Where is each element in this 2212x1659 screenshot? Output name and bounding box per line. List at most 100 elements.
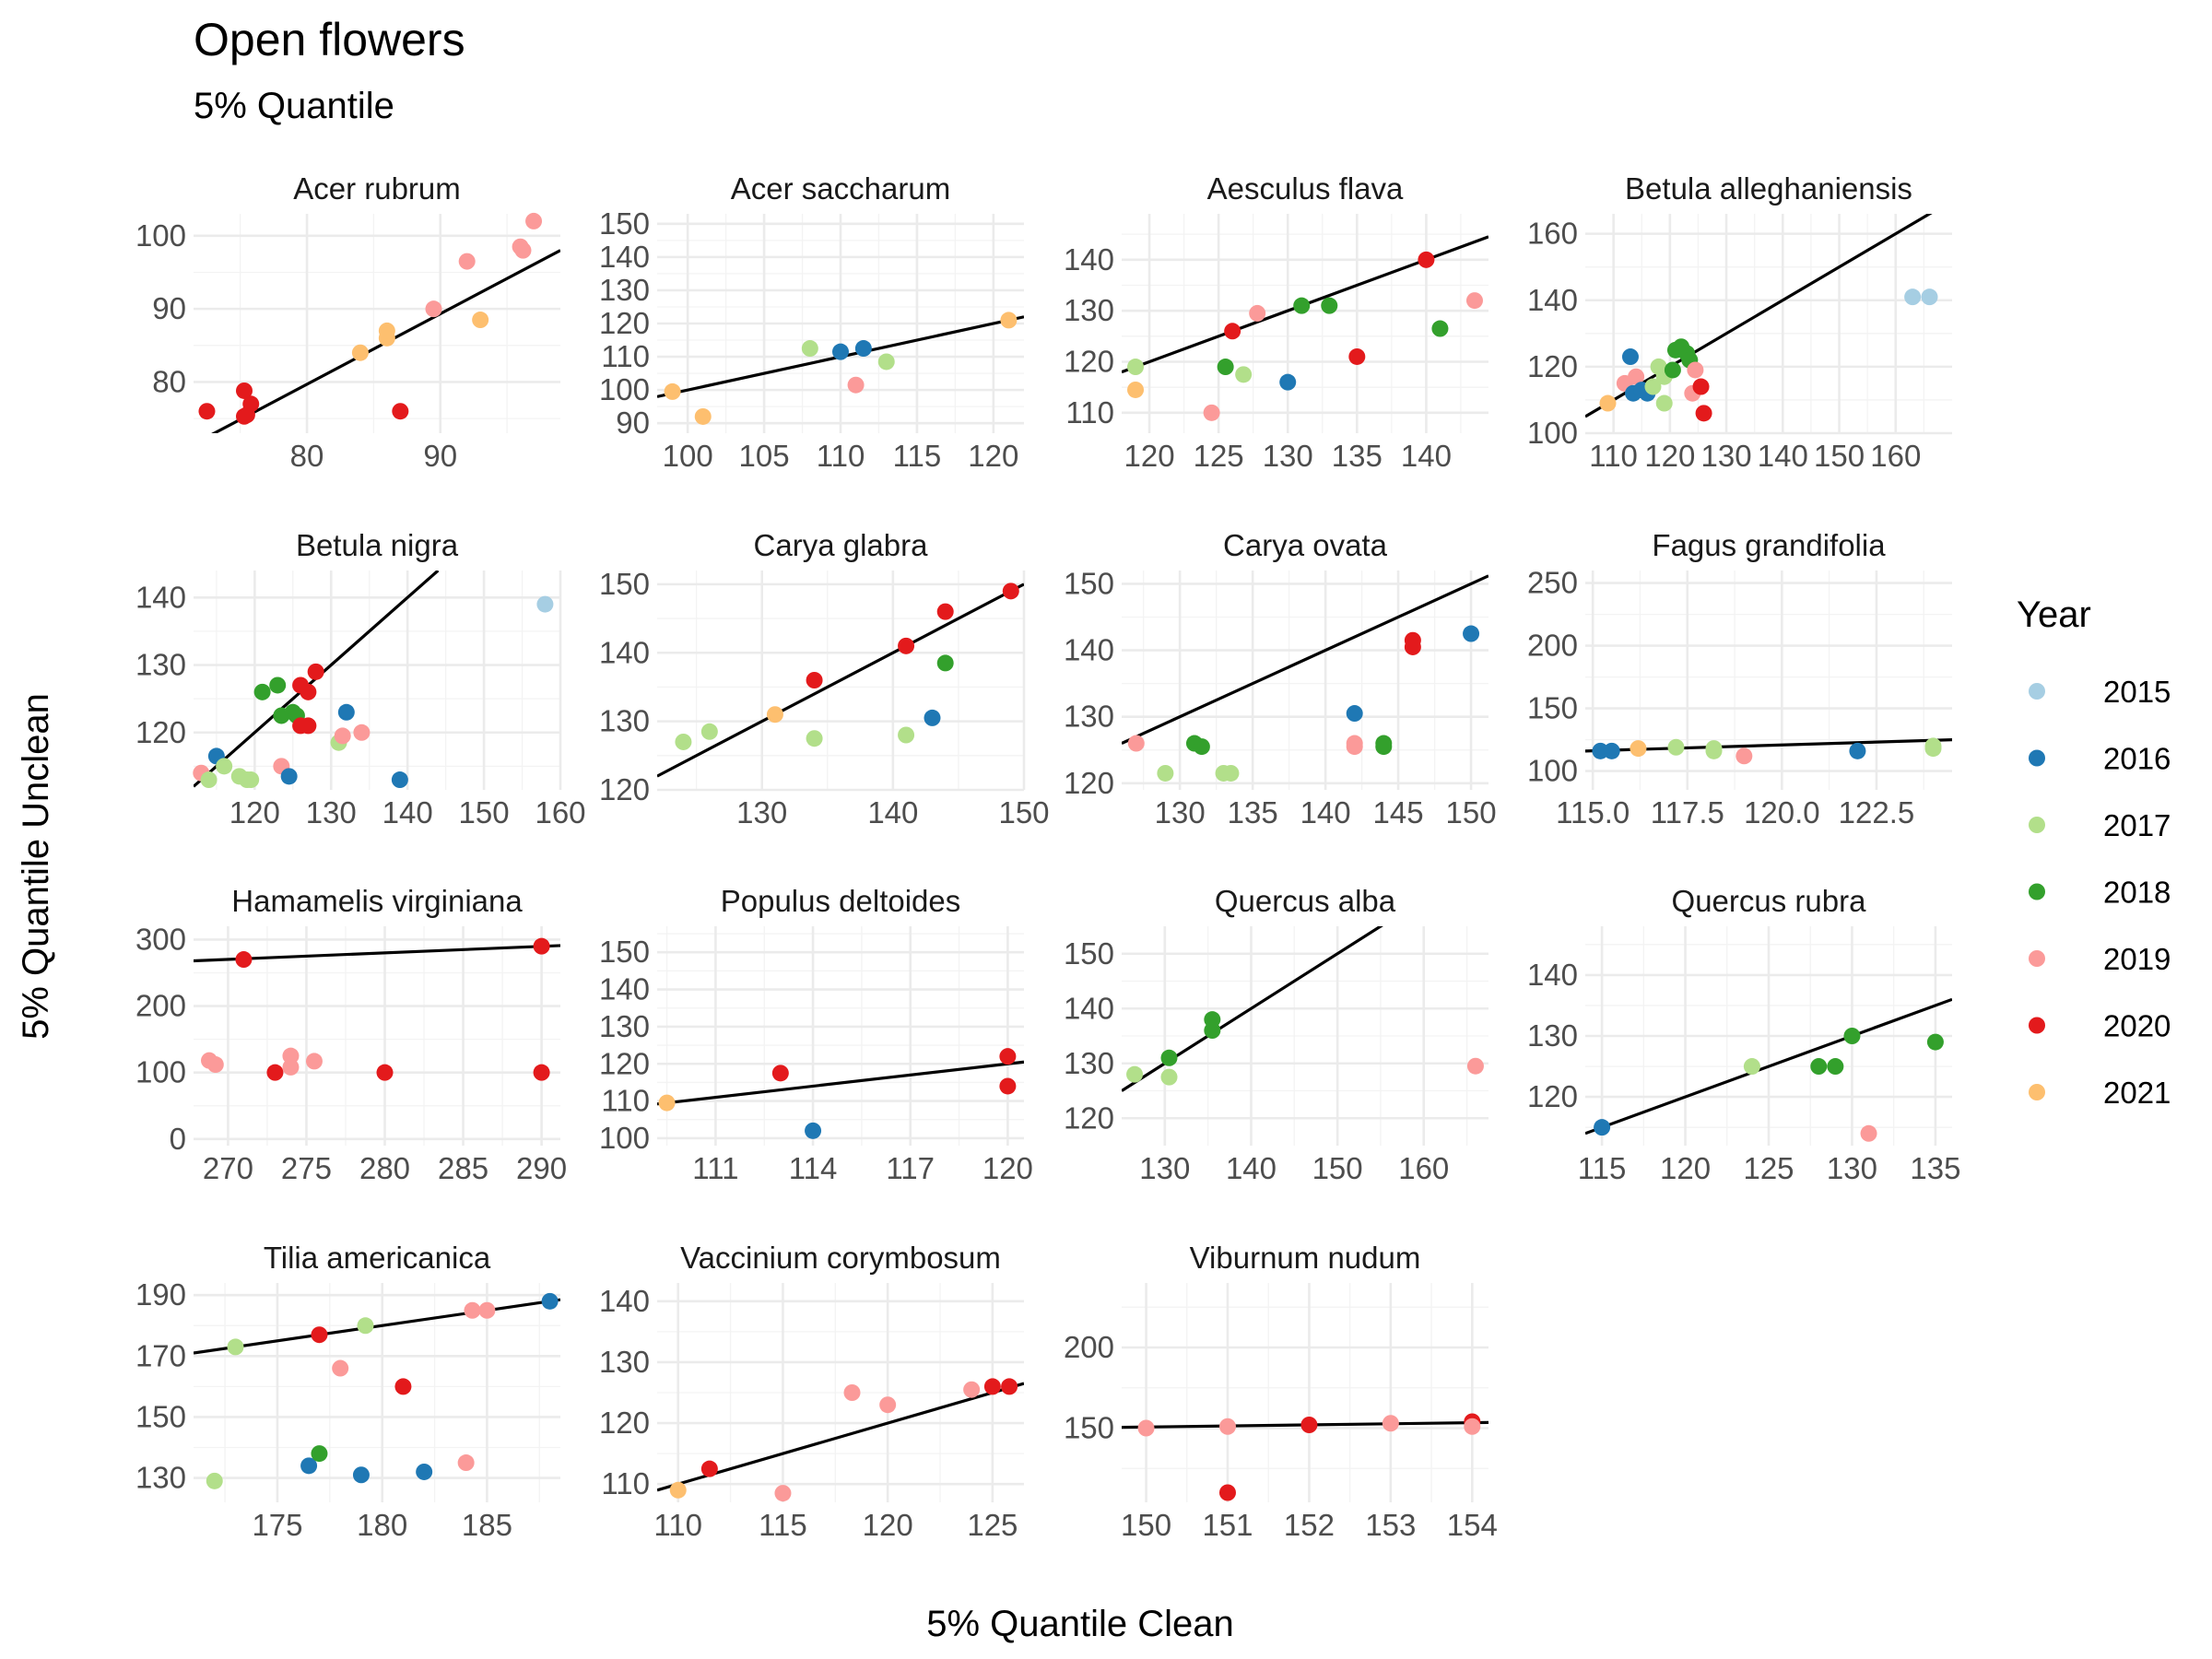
data-point [1644, 378, 1662, 395]
data-point [533, 1064, 550, 1081]
x-tick-label: 120 [982, 1151, 1033, 1185]
y-tick-label: 80 [152, 364, 186, 398]
data-point [1667, 738, 1685, 756]
legend-swatch [2029, 883, 2045, 900]
x-tick-label: 110 [1589, 439, 1638, 473]
y-tick-label: 130 [599, 1009, 650, 1043]
x-tick-label: 125 [967, 1508, 1018, 1542]
x-tick-label: 90 [423, 439, 457, 473]
y-tick-label: 140 [1527, 283, 1578, 317]
facet-panel: 130 135 140 145 150 120 130 140 150 Carya ovata [1064, 528, 1497, 830]
x-tick-label: 140 [1758, 439, 1808, 473]
data-point [1293, 297, 1311, 314]
data-point [854, 340, 872, 358]
y-tick-label: 140 [599, 1284, 650, 1318]
y-tick-label: 300 [135, 922, 186, 956]
data-point [311, 1326, 328, 1344]
legend-swatch [2029, 683, 2045, 700]
data-point [352, 1466, 370, 1484]
y-tick-label: 130 [1527, 1018, 1578, 1053]
x-tick-label: 175 [252, 1508, 302, 1542]
facet-panel: 115.0 117.5 120.0 122.5 100 150 200 250 Fagus gr… [1527, 528, 1952, 830]
panel-title: Carya glabra [754, 528, 929, 562]
data-point [898, 637, 915, 654]
data-point [242, 395, 260, 413]
x-tick-label: 152 [1284, 1508, 1335, 1542]
panel-title: Betula alleghaniensis [1625, 171, 1912, 206]
data-point [1249, 304, 1266, 322]
y-tick-label: 140 [1064, 633, 1114, 667]
data-point [533, 937, 550, 955]
chart-title: Open flowers [194, 14, 465, 65]
y-tick-label: 140 [1064, 991, 1114, 1025]
y-tick-label: 100 [135, 1055, 186, 1089]
legend-swatch [2029, 950, 2045, 967]
y-tick-label: 90 [616, 406, 650, 440]
data-point [280, 768, 298, 785]
data-point [1321, 297, 1338, 314]
data-point [1001, 1378, 1018, 1395]
x-tick-label: 122.5 [1839, 795, 1915, 830]
legend-swatch [2029, 749, 2045, 767]
data-point [282, 1047, 300, 1065]
x-tick-label: 270 [203, 1151, 253, 1185]
x-tick-label: 150 [1121, 1508, 1171, 1542]
data-point [1404, 638, 1421, 655]
x-tick-label: 125 [1743, 1151, 1794, 1185]
x-tick-label: 135 [1228, 795, 1278, 830]
data-point [1810, 1058, 1828, 1076]
data-point [1692, 378, 1710, 395]
data-point [1628, 368, 1645, 385]
y-tick-label: 170 [135, 1338, 186, 1372]
x-tick-label: 120 [1660, 1151, 1711, 1185]
data-point [700, 1460, 718, 1477]
data-point [1193, 738, 1210, 756]
data-point [924, 709, 941, 726]
x-tick-label: 100 [663, 439, 713, 473]
x-tick-label: 150 [1446, 795, 1497, 830]
data-point [1655, 394, 1673, 412]
data-point [1743, 1058, 1760, 1076]
data-point [1695, 405, 1712, 422]
data-point [847, 376, 865, 394]
x-tick-label: 120 [1644, 439, 1695, 473]
data-point [1127, 359, 1145, 376]
data-point [694, 407, 712, 425]
data-point [1705, 740, 1723, 758]
data-point [1921, 288, 1938, 306]
y-tick-label: 150 [599, 206, 650, 241]
y-tick-label: 200 [135, 989, 186, 1023]
y-tick-label: 120 [599, 306, 650, 340]
x-tick-label: 140 [1226, 1151, 1277, 1185]
data-point [1843, 1028, 1861, 1044]
data-point [300, 683, 317, 700]
data-point [1382, 1415, 1399, 1432]
legend: Year 2015 2016 2017 2018 2019 2020 2021 [2017, 594, 2171, 1110]
x-tick-label: 140 [1300, 795, 1351, 830]
x-tick-label: 160 [1398, 1151, 1449, 1185]
x-tick-label: 185 [462, 1508, 512, 1542]
x-tick-label: 153 [1365, 1508, 1416, 1542]
facet-panel: 130 140 150 120 130 140 150 Carya glabra [599, 528, 1050, 830]
y-tick-label: 150 [1064, 936, 1114, 971]
x-tick-label: 120 [863, 1508, 913, 1542]
data-point [936, 654, 954, 672]
x-tick-label: 160 [535, 795, 585, 830]
legend-label: 2018 [2103, 876, 2171, 910]
data-point [879, 1396, 897, 1414]
facet-panel: 110 115 120 125 110 120 130 140 Vaccinium corymb… [599, 1241, 1024, 1542]
facet-panel: 100 105 110 115 12090100110120130140150Acer … [599, 171, 1024, 473]
data-point [877, 353, 895, 371]
data-point [514, 241, 532, 259]
data-point [1621, 348, 1639, 366]
fit-line [1122, 926, 1383, 1092]
legend-label: 2019 [2103, 942, 2171, 976]
data-point [200, 771, 218, 789]
data-point [1926, 1033, 1944, 1051]
panel-title: Betula nigra [296, 528, 459, 562]
x-tick-label: 115 [893, 439, 942, 473]
data-point [1603, 742, 1620, 759]
data-point [771, 1065, 789, 1082]
y-tick-label: 200 [1527, 629, 1578, 663]
data-point [242, 771, 260, 789]
